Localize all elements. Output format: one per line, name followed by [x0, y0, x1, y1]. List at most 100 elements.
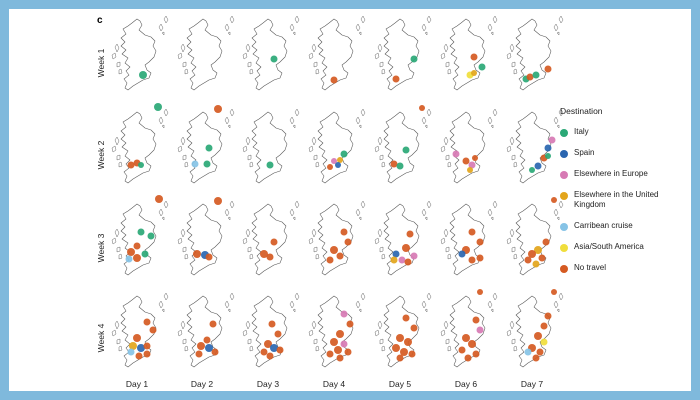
case-marker-none: [528, 250, 536, 258]
island-outline: [358, 216, 362, 221]
island-outline: [426, 108, 432, 117]
legend-item-spain: Spain: [560, 148, 690, 158]
island-outline: [224, 300, 230, 309]
island-outline: [161, 216, 165, 221]
island-outline: [487, 208, 493, 217]
island-outline: [158, 300, 164, 309]
map-week1-day3: [238, 15, 300, 99]
scotland-map: [506, 108, 564, 184]
island-outline: [377, 320, 383, 330]
case-marker-none: [143, 318, 151, 326]
case-marker-none: [551, 289, 557, 295]
island-outline: [355, 23, 361, 32]
mainland-outline: [251, 18, 288, 91]
island-outline: [443, 43, 449, 53]
island-outline: [229, 292, 235, 301]
case-marker-italy: [529, 167, 535, 173]
case-marker-spain: [137, 344, 145, 352]
case-marker-none: [327, 164, 333, 170]
scotland-map: [506, 15, 564, 91]
island-outline: [111, 52, 117, 60]
case-marker-europe: [340, 340, 348, 348]
island-outline: [161, 308, 165, 313]
map-week1-day2: [173, 15, 235, 99]
island-outline: [509, 136, 515, 146]
case-marker-none: [544, 65, 552, 73]
island-outline: [426, 200, 432, 209]
mainland-outline: [317, 295, 354, 368]
case-marker-italy: [154, 103, 162, 111]
legend-item-asia_sa: Asia/South America: [560, 242, 690, 252]
case-marker-none: [211, 348, 219, 356]
island-outline: [292, 216, 296, 221]
case-marker-none: [346, 320, 354, 328]
legend-swatch-europe: [560, 171, 568, 179]
legend-item-caribbean: Carribean cruise: [560, 221, 690, 231]
island-outline: [313, 154, 318, 161]
island-outline: [511, 338, 516, 345]
island-outline: [227, 124, 231, 129]
island-outline: [424, 124, 428, 129]
column-label-day-2: Day 2: [190, 379, 214, 389]
island-outline: [315, 345, 320, 352]
case-marker-none: [133, 334, 141, 342]
scotland-map: [242, 108, 300, 184]
column-label-day-5: Day 5: [388, 379, 412, 389]
mainland-outline: [120, 295, 157, 368]
mainland-outline: [317, 203, 354, 276]
island-outline: [558, 292, 564, 301]
legend: Destination Italy Spain Elsewhere in Europ…: [560, 106, 690, 284]
island-outline: [118, 253, 123, 260]
case-marker-none: [532, 354, 540, 362]
island-outline: [440, 329, 446, 337]
island-outline: [440, 52, 446, 60]
case-marker-none: [193, 250, 201, 258]
case-marker-none: [260, 250, 268, 258]
island-outline: [245, 136, 251, 146]
map-week2-day5: [370, 105, 432, 192]
legend-label-uk: Elsewhere in the United Kingdom: [574, 190, 659, 209]
island-outline: [116, 61, 121, 68]
island-outline: [377, 43, 383, 53]
case-marker-none: [344, 238, 352, 246]
mainland-outline: [186, 295, 223, 368]
mainland-outline: [449, 18, 486, 91]
map-week2-day7: [502, 108, 564, 192]
scotland-map: [111, 15, 169, 91]
island-outline: [118, 161, 123, 168]
case-marker-none: [330, 338, 338, 346]
island-outline: [242, 237, 248, 245]
island-outline: [509, 320, 515, 330]
scotland-map: [374, 200, 432, 276]
island-outline: [553, 23, 559, 32]
scotland-map: [242, 292, 300, 368]
island-outline: [358, 124, 362, 129]
mainland-outline: [317, 18, 354, 91]
island-outline: [311, 136, 317, 146]
island-outline: [111, 145, 117, 153]
case-marker-italy: [478, 63, 486, 71]
island-outline: [377, 136, 383, 146]
island-outline: [355, 300, 361, 309]
island-outline: [374, 52, 380, 60]
case-marker-caribbean: [125, 255, 133, 263]
island-outline: [114, 320, 120, 330]
island-outline: [381, 253, 386, 260]
case-marker-none: [133, 242, 141, 250]
case-marker-none: [404, 258, 412, 266]
map-week3-day2: [173, 197, 235, 284]
island-outline: [509, 228, 515, 238]
mainland-outline: [383, 111, 420, 184]
scotland-map: [111, 195, 169, 276]
figure-canvas: c Week 1 Week 2 Week 3 Week 4 Day 1 Day …: [9, 9, 691, 391]
island-outline: [358, 31, 362, 36]
island-outline: [445, 246, 450, 253]
island-outline: [114, 43, 120, 53]
mainland-outline: [515, 111, 552, 184]
island-outline: [553, 116, 559, 125]
scotland-map: [177, 105, 235, 184]
island-outline: [513, 161, 518, 168]
case-marker-uk: [532, 260, 540, 268]
island-outline: [492, 15, 498, 24]
legend-label-none: No travel: [574, 263, 607, 272]
